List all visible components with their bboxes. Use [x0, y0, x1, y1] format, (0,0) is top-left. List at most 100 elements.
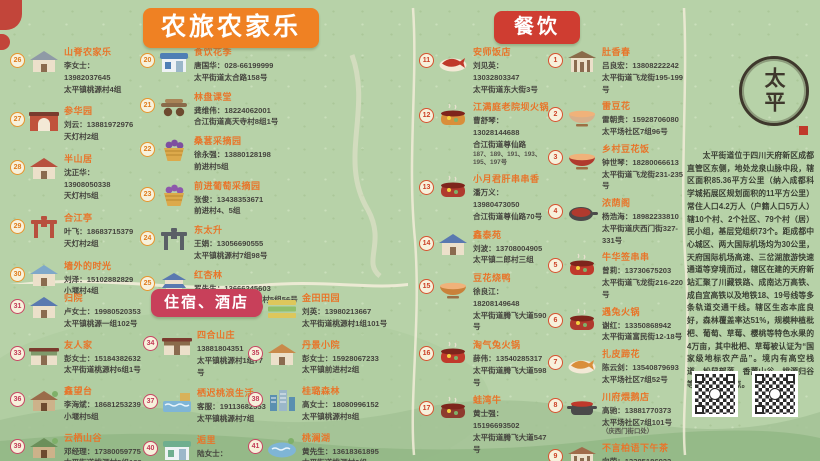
entry-number-badge: 41	[248, 438, 263, 454]
entry-number-badge: 23	[140, 186, 155, 202]
entry-name: 桃澜湖	[302, 432, 331, 443]
entry-number-badge: 8	[548, 397, 563, 413]
stay-list-right-column: 32 金田田园 刘英：13980213667 太平街道桃源村1组101号 35 …	[248, 290, 408, 461]
entry-address: 天灯村5组	[64, 191, 99, 201]
entry-contact: 潘万义：13980473050	[473, 188, 520, 210]
directory-entry: 34 四合山庄 13881804351 太平镇桃源村1组77号	[143, 327, 269, 378]
entry-address: 小堰村4组	[64, 286, 99, 296]
entry-address: 太平场社区7组52号	[602, 375, 668, 385]
entry-address: 太平街道桃源村2组	[302, 457, 379, 461]
entry-address: 合江街道高天寺村8组1号	[194, 117, 279, 127]
entry-name: 鑫泰苑	[473, 229, 502, 240]
entry-address: 太平镇二郎村三组	[473, 255, 534, 265]
dining-list-left-column: 11 安师饭店 刘见英：13032803347 太平街道东大街3号 12 江满庭…	[419, 44, 549, 461]
entry-number-badge: 35	[248, 345, 263, 361]
directory-entry: 26 山脊农家乐 李女士：13982037645 太平镇桃源村4组	[10, 44, 140, 95]
store-icon	[160, 436, 194, 461]
tea-icon	[565, 48, 599, 79]
entry-address: 太平街道飞龙街216-220号	[602, 278, 684, 299]
entry-name: 云栖山谷	[64, 432, 103, 443]
entry-number-badge: 37	[143, 394, 158, 410]
entry-contact: 王娟：13056690555	[194, 239, 264, 249]
hotpot-icon	[565, 308, 599, 339]
entry-address: 太平镇桃源村7组98号	[194, 250, 268, 260]
store-icon	[157, 48, 191, 79]
directory-entry: 35 丹景小院 彭女士：15928067233 太平镇前进村2组	[248, 337, 408, 377]
cart-icon	[157, 93, 191, 124]
entry-number-badge: 39	[10, 438, 25, 454]
entry-contact: 徐良江：18208149648	[473, 287, 520, 308]
entry-number-badge: 15	[419, 279, 434, 295]
entry-name: 不言柏语下午茶	[602, 442, 669, 453]
entry-number-badge: 28	[10, 159, 25, 175]
entry-name: 桑葚采摘园	[194, 136, 242, 147]
house-icon	[27, 294, 61, 325]
entry-address: 太平场社区7组96号	[602, 127, 668, 137]
directory-entry: 9 不言柏语下午茶 向荣：13385186922 太平场社区1组188号 （郑村…	[548, 440, 685, 461]
entry-address: 前进村4、5组	[194, 206, 241, 216]
entry-name: 扎皮蹄花	[602, 349, 641, 360]
tea-icon	[565, 444, 599, 461]
entry-name: 参华园	[64, 106, 93, 117]
bowl-icon	[436, 274, 470, 305]
entry-number-badge: 5	[548, 258, 563, 274]
entry-address: 太平街道飞龙街231-235号	[602, 169, 684, 191]
entry-contact: 卢女士：19980520353	[64, 307, 141, 316]
directory-entry: 14 鑫泰苑 刘波：13708004905 太平镇二郎村三组	[419, 227, 549, 267]
hotpot-icon	[436, 103, 470, 134]
entry-note: （庆西门街口处）	[602, 428, 654, 436]
house-icon	[27, 262, 61, 293]
entry-address: 太平街道腾飞大道598号	[473, 365, 547, 387]
qr-pattern	[695, 374, 735, 414]
entry-contact: 黄士强：15196693502	[473, 409, 520, 431]
directory-entry: 22 桑葚采摘园 徐永强：13880128198 前进村5组	[140, 133, 336, 173]
entry-number-badge: 26	[10, 53, 25, 68]
entry-number-badge: 11	[419, 53, 434, 68]
gate-icon	[27, 107, 61, 138]
entry-number-badge: 38	[248, 392, 263, 408]
house-icon	[27, 155, 61, 186]
entry-name: 半山居	[64, 153, 93, 164]
entry-name: 浓荫阁	[602, 198, 631, 209]
entry-number-badge: 20	[140, 53, 155, 68]
entry-address: 太平镇前进村2组	[302, 365, 360, 375]
entry-address: 合江街道尊仙路70号	[473, 211, 543, 221]
entry-contact: 吕良宏：13808222242	[602, 61, 679, 70]
pot-icon	[565, 393, 599, 424]
entry-name: 前进葡萄采摘园	[194, 180, 261, 191]
entry-number-badge: 40	[143, 440, 158, 456]
hotpot-icon	[565, 253, 599, 284]
entry-number-badge: 9	[548, 448, 563, 461]
entry-number-badge: 7	[548, 355, 563, 371]
entry-contact: 向荣：13385186922	[602, 456, 672, 461]
house-icon	[265, 341, 299, 372]
entry-address: 天灯村2组	[64, 238, 99, 248]
directory-entry: 15 豆花烧鸭 徐良江：18208149648 太平街道腾飞大道590号	[419, 270, 549, 333]
dining-section-title: 餐饮	[494, 11, 580, 44]
entry-name: 遇兔火锅	[602, 306, 641, 317]
entry-name: 金田田园	[302, 293, 341, 303]
red-corner-ornament	[0, 34, 10, 50]
entry-contact: 唐国华：028-66199999	[194, 61, 274, 70]
entry-number-badge: 30	[10, 266, 25, 282]
entry-name: 丹景小院	[302, 339, 341, 350]
towers-icon	[265, 387, 299, 418]
entry-number-badge: 14	[419, 235, 434, 251]
lake-icon	[265, 434, 299, 461]
entry-name: 栖迟桃浪生活	[197, 388, 255, 399]
entry-name: 雷豆花	[602, 101, 631, 112]
entry-address: 太平场社区7组101号	[602, 417, 673, 427]
directory-entry: 5 牛华签串串 曾莉：13730675203 太平街道飞龙街216-220号	[548, 249, 685, 300]
basket-icon	[157, 137, 191, 168]
entry-name: 川府煨鹅店	[602, 391, 650, 402]
arch-icon	[157, 226, 191, 257]
entry-number-badge: 6	[548, 312, 563, 328]
fish-icon	[436, 48, 470, 79]
hotpot-icon	[436, 341, 470, 372]
directory-entry: 30 墙外的时光 刘泽：15102882829 小堰村4组	[10, 258, 140, 298]
entry-name: 小月君肝串串香	[473, 174, 540, 185]
entry-address: 太平镇桃源村1组77号	[197, 355, 263, 377]
entry-number-badge: 34	[143, 336, 158, 351]
entry-number-badge: 31	[10, 299, 25, 314]
entry-contact: 13881804351	[197, 344, 244, 353]
